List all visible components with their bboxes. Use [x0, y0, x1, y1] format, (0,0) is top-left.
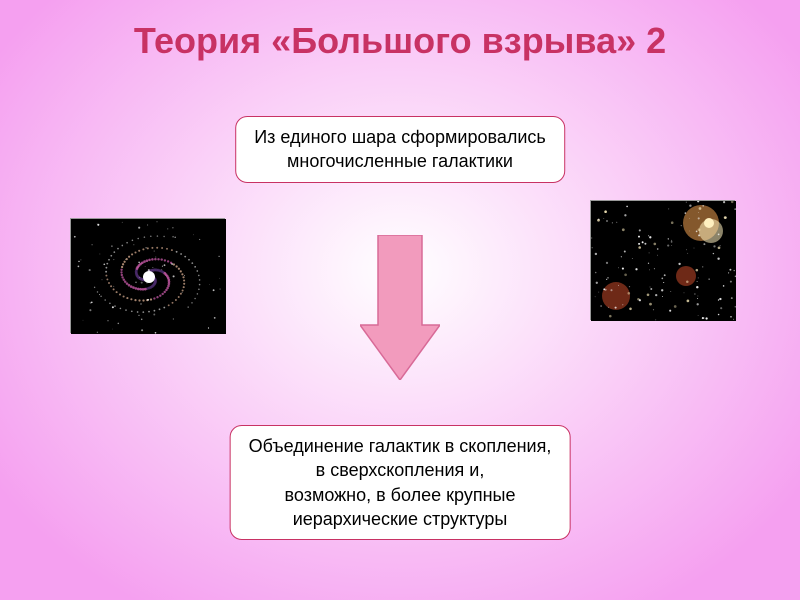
bottom-text-box: Объединение галактик в скопления, в сверх…: [230, 425, 571, 540]
text-line: Объединение галактик в скопления,: [249, 436, 552, 456]
text-line: Из единого шара сформировались: [254, 127, 546, 147]
text-line: многочисленные галактики: [287, 151, 513, 171]
text-line: в сверхскопления и,: [316, 460, 485, 480]
slide: Теория «Большого взрыва» 2 Из единого ша…: [0, 0, 800, 600]
top-text-box: Из единого шара сформировались многочисле…: [235, 116, 565, 183]
galaxy-image-right: [590, 200, 735, 320]
text-line: иерархические структуры: [293, 509, 508, 529]
down-arrow: [360, 235, 440, 385]
galaxy-image-left: [70, 218, 225, 333]
slide-title: Теория «Большого взрыва» 2: [0, 20, 800, 62]
text-line: возможно, в более крупные: [285, 485, 516, 505]
